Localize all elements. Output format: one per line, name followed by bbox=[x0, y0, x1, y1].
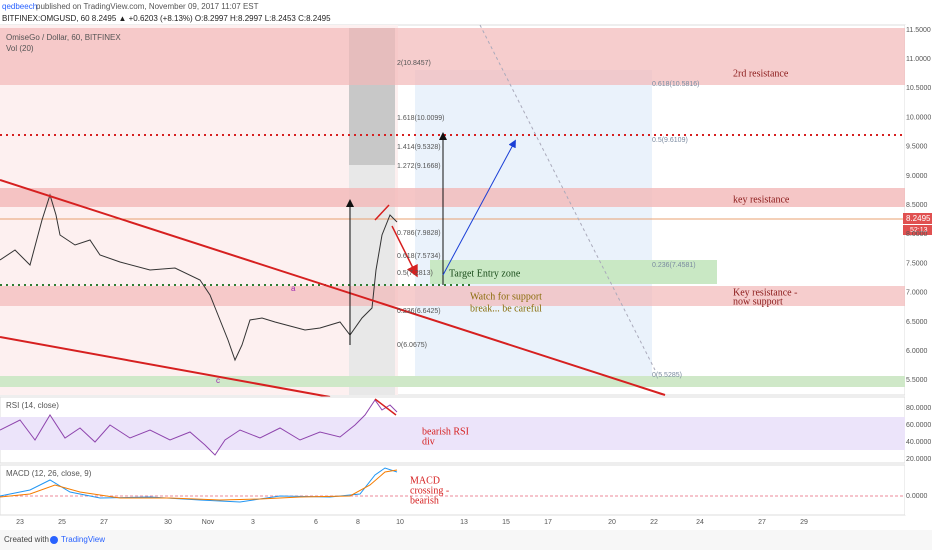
published: published on TradingView.com, November 0… bbox=[36, 2, 259, 11]
macd-line bbox=[0, 467, 398, 503]
projection bbox=[479, 24, 656, 371]
annotation: Target Entry zone bbox=[449, 268, 521, 279]
price-axis-label: 7.5000 bbox=[906, 260, 928, 267]
fib-label: 0.786(7.9828) bbox=[397, 230, 441, 237]
price-axis-label: 10.0000 bbox=[906, 114, 931, 121]
bottom-zone bbox=[0, 376, 905, 387]
price-series bbox=[0, 193, 398, 362]
price-axis-label: 9.5000 bbox=[906, 144, 928, 151]
symbol-line: BITFINEX:OMGUSD, 60 8.2495 ▲ +0.6203 (+8… bbox=[2, 14, 331, 23]
macd-axis-label: 0.0000 bbox=[906, 493, 928, 500]
date-label: 13 bbox=[460, 519, 468, 526]
annotation: bearish bbox=[410, 495, 439, 506]
price-axis-label: 11.5000 bbox=[906, 27, 931, 34]
fib-label: 0.618(10.5816) bbox=[652, 81, 699, 88]
support-zone bbox=[0, 286, 905, 306]
price-axis-label: 8.5000 bbox=[906, 202, 928, 209]
trend-line bbox=[0, 179, 666, 396]
annotation: div bbox=[422, 436, 435, 447]
rsi-axis-label: 60.0000 bbox=[906, 422, 931, 429]
price-axis-label: 11.0000 bbox=[906, 56, 931, 63]
date-label: 10 bbox=[396, 519, 404, 526]
date-label: 20 bbox=[608, 519, 616, 526]
price-axis-label: 6.0000 bbox=[906, 348, 928, 355]
fib-zone bbox=[0, 25, 398, 395]
fib-label: 1.618(10.0099) bbox=[397, 115, 444, 122]
legend-title: OmiseGo / Dollar, 60, BITFINEX bbox=[6, 33, 121, 42]
author: qedbeech bbox=[2, 2, 37, 11]
wave-label: c bbox=[216, 376, 220, 385]
date-label: 29 bbox=[800, 519, 808, 526]
price-axis-label: 5.5000 bbox=[906, 377, 928, 384]
resistance-zone bbox=[0, 28, 905, 85]
timer-tag bbox=[903, 225, 932, 235]
footer-text: Created with bbox=[4, 535, 49, 544]
rsi-label: RSI (14, close) bbox=[6, 401, 59, 410]
macd-label: MACD (12, 26, close, 9) bbox=[6, 469, 92, 478]
annotation: now support bbox=[733, 296, 783, 307]
date-label: 3 bbox=[251, 519, 255, 526]
fib-label: 1.272(9.1668) bbox=[397, 163, 441, 170]
wave-label: a bbox=[291, 284, 296, 293]
price-tag-text: 8.2495 bbox=[906, 214, 931, 223]
date-label: 17 bbox=[544, 519, 552, 526]
arrow bbox=[391, 225, 418, 278]
price-axis-label: 8.0000 bbox=[906, 231, 928, 238]
rsi-line bbox=[0, 399, 398, 456]
date-label: 25 bbox=[58, 519, 66, 526]
footer-brand[interactable]: TradingView bbox=[61, 535, 105, 544]
price-axis-label: 10.5000 bbox=[906, 85, 931, 92]
fib-label: 0.5(9.6109) bbox=[652, 137, 688, 144]
fib-label: 0(6.0675) bbox=[397, 342, 427, 349]
resistance-zone bbox=[0, 188, 905, 207]
rsi-axis-label: 80.0000 bbox=[906, 405, 931, 412]
price-axis bbox=[905, 25, 932, 515]
annotation: break... be careful bbox=[470, 303, 542, 314]
price-axis-label: 9.0000 bbox=[906, 173, 928, 180]
fib-label: 1.414(9.5328) bbox=[397, 144, 441, 151]
date-label: 24 bbox=[696, 519, 704, 526]
footer bbox=[0, 530, 932, 550]
date-label: Nov bbox=[202, 519, 215, 526]
fib-zone bbox=[415, 70, 652, 380]
annotation: 2rd resistance bbox=[733, 68, 789, 79]
date-label: 27 bbox=[758, 519, 766, 526]
divergence-line bbox=[374, 398, 397, 416]
date-label: 23 bbox=[16, 519, 24, 526]
fib-label: 0.236(6.6425) bbox=[397, 308, 441, 315]
rsi-axis-label: 20.0000 bbox=[906, 456, 931, 463]
arrow bbox=[374, 204, 390, 221]
signal-line bbox=[0, 469, 398, 501]
price-axis-label: 6.5000 bbox=[906, 319, 928, 326]
annotation: crossing - bbox=[410, 485, 449, 496]
date-label: 6 bbox=[314, 519, 318, 526]
legend-volume: Vol (20) bbox=[6, 44, 34, 53]
annotation: bearish RSI bbox=[422, 426, 469, 437]
date-label: 15 bbox=[502, 519, 510, 526]
fib-label: 0.236(7.4581) bbox=[652, 262, 696, 269]
annotation: key resistance bbox=[733, 194, 790, 205]
arrow bbox=[442, 139, 516, 276]
price-tag bbox=[903, 213, 932, 224]
date-label: 8 bbox=[356, 519, 360, 526]
annotation: Key resistance - bbox=[733, 287, 797, 298]
annotation: MACD bbox=[410, 475, 440, 486]
rsi-axis-label: 40.0000 bbox=[906, 439, 931, 446]
price-axis-label: 7.0000 bbox=[906, 290, 928, 297]
logo bbox=[50, 536, 58, 544]
trend-line bbox=[0, 336, 331, 398]
fib-label: 0(5.5285) bbox=[652, 372, 682, 379]
date-label: 27 bbox=[100, 519, 108, 526]
fib-label: 0.5(7.2813) bbox=[397, 270, 433, 277]
timer-text: 52:13 bbox=[910, 227, 928, 234]
fib-label: 2(10.8457) bbox=[397, 60, 431, 67]
rsi-band bbox=[0, 417, 905, 450]
date-label: 22 bbox=[650, 519, 658, 526]
annotation: Watch for support bbox=[470, 291, 542, 302]
macd-pane bbox=[0, 464, 906, 516]
fib-label: 0.618(7.5734) bbox=[397, 253, 441, 260]
date-label: 30 bbox=[164, 519, 172, 526]
entry-zone bbox=[430, 260, 717, 284]
